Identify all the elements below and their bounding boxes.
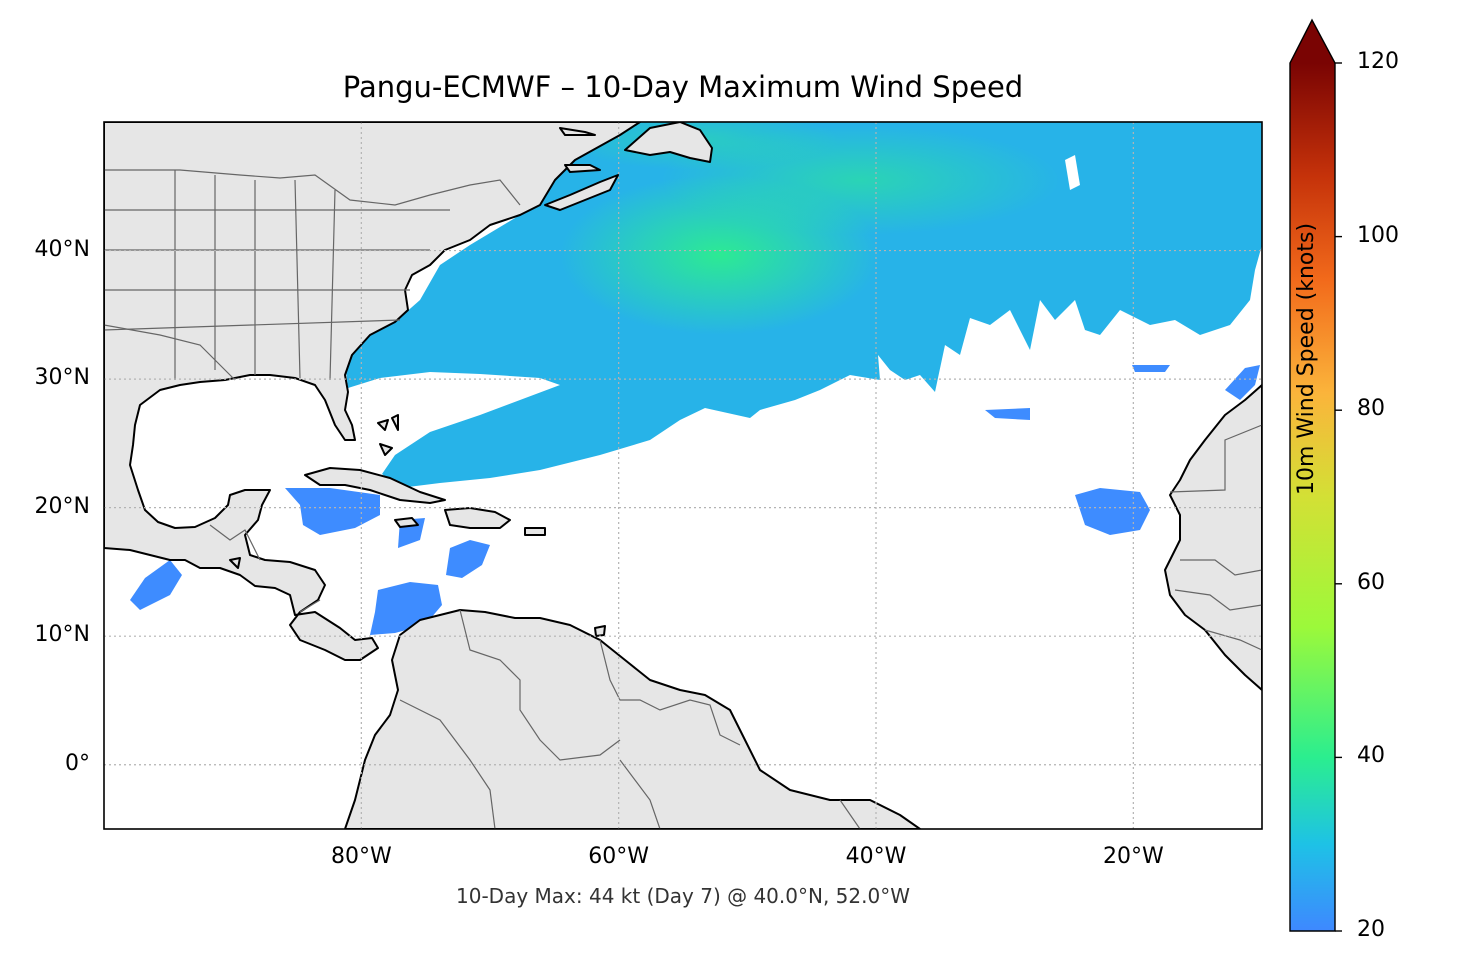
land-puerto-rico (524, 527, 546, 536)
colorbar-tick-label: 120 (1357, 49, 1399, 74)
wind-patch-east-small (985, 408, 1030, 420)
colorbar-tick-label: 40 (1357, 743, 1385, 769)
colorbar (1289, 18, 1342, 932)
border-us-mexico (104, 324, 236, 381)
wind-patch-morocco-coast (1225, 365, 1260, 400)
map-title: Pangu-ECMWF – 10-Day Maximum Wind Speed (342, 70, 1024, 104)
gridlines (104, 122, 1262, 829)
wind-gap-1 (1065, 155, 1080, 190)
lat-tick-label: 10°N (34, 622, 90, 648)
border-south-america-2 (399, 699, 496, 829)
border-south-america-1 (459, 609, 621, 761)
land (104, 122, 1262, 829)
lon-tick-label: 20°W (1102, 844, 1164, 869)
land-newfoundland (624, 122, 713, 163)
wind-patch-hispaniola-south (446, 540, 490, 578)
border-south-america-3 (599, 639, 741, 746)
lon-tick-label: 80°W (330, 844, 392, 869)
land-south-america (344, 609, 921, 829)
colorbar-extend-arrow (1290, 20, 1335, 63)
border-states-2 (104, 209, 450, 331)
lat-tick-label: 30°N (34, 365, 90, 391)
map-frame (103, 121, 1263, 830)
land-pei (564, 164, 601, 173)
borders (104, 169, 1262, 829)
border-states-1 (174, 170, 336, 381)
land-trinidad (594, 625, 606, 637)
border-central-america (209, 524, 321, 613)
colorbar-title: 10m Wind Speed (knots) (1293, 222, 1319, 495)
wind-field (130, 122, 1262, 635)
lat-tick-label: 20°N (34, 493, 90, 519)
land-africa (1164, 384, 1262, 691)
border-africa (1169, 424, 1262, 651)
land-anticosti (559, 127, 596, 136)
land-bahamas (377, 414, 399, 456)
wind-patch-pacific (130, 560, 182, 610)
lat-tick-label: 0° (65, 750, 90, 776)
colorbar-tick-label: 100 (1357, 222, 1399, 248)
colorbar-tick-label: 80 (1357, 396, 1385, 422)
wind-patch-canary (1075, 488, 1150, 535)
land-nova-scotia (544, 174, 619, 211)
lat-tick-label: 40°N (34, 236, 90, 262)
max-wind-summary: 10-Day Max: 44 kt (Day 7) @ 40.0°N, 52.0… (456, 884, 910, 908)
border-south-america-4 (619, 759, 861, 829)
land-hispaniola (444, 507, 511, 529)
land-cuba (304, 467, 446, 504)
colorbar-tick-label: 60 (1357, 569, 1385, 595)
wind-patch-azores (1132, 365, 1170, 372)
land-north-america (104, 122, 641, 661)
lon-tick-label: 60°W (588, 844, 650, 869)
colorbar-frame (1289, 18, 1336, 932)
colorbar-tick-label: 20 (1357, 917, 1385, 942)
land-yucatan-lake (229, 557, 241, 569)
colorbar-bar (1290, 63, 1335, 931)
border-us-canada (104, 169, 521, 206)
wind-patch-caribbean-west (285, 488, 380, 535)
lon-tick-label: 40°W (845, 844, 907, 869)
land-jamaica (394, 517, 419, 528)
